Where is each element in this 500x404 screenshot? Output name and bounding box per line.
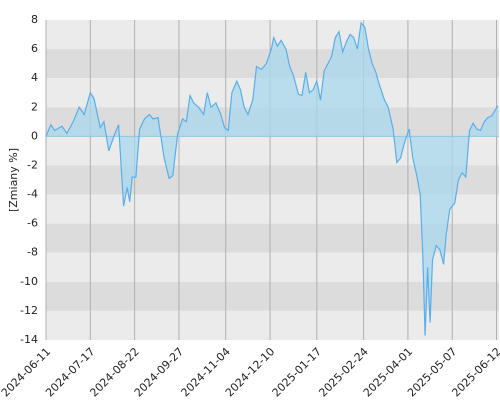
y-tick-label: -14 <box>20 333 38 346</box>
y-tick-label: 0 <box>31 129 38 142</box>
y-tick-label: -4 <box>27 188 38 201</box>
y-tick-label: -10 <box>20 275 38 288</box>
x-tick-label: 2025-01-17 <box>270 345 324 399</box>
y-tick-label: 8 <box>31 13 38 26</box>
y-tick-label: -2 <box>27 158 38 171</box>
y-tick-label: 4 <box>31 71 38 84</box>
grid-band <box>46 310 499 340</box>
y-tick-label: -6 <box>27 217 38 230</box>
line <box>45 21 499 336</box>
y-tick-label: -12 <box>20 304 38 317</box>
y-axis-label: [Zmiany %] <box>7 148 20 212</box>
y-tick-label: 2 <box>31 100 38 113</box>
y-tick-label: 6 <box>31 42 38 55</box>
y-tick-label: -8 <box>27 246 38 259</box>
